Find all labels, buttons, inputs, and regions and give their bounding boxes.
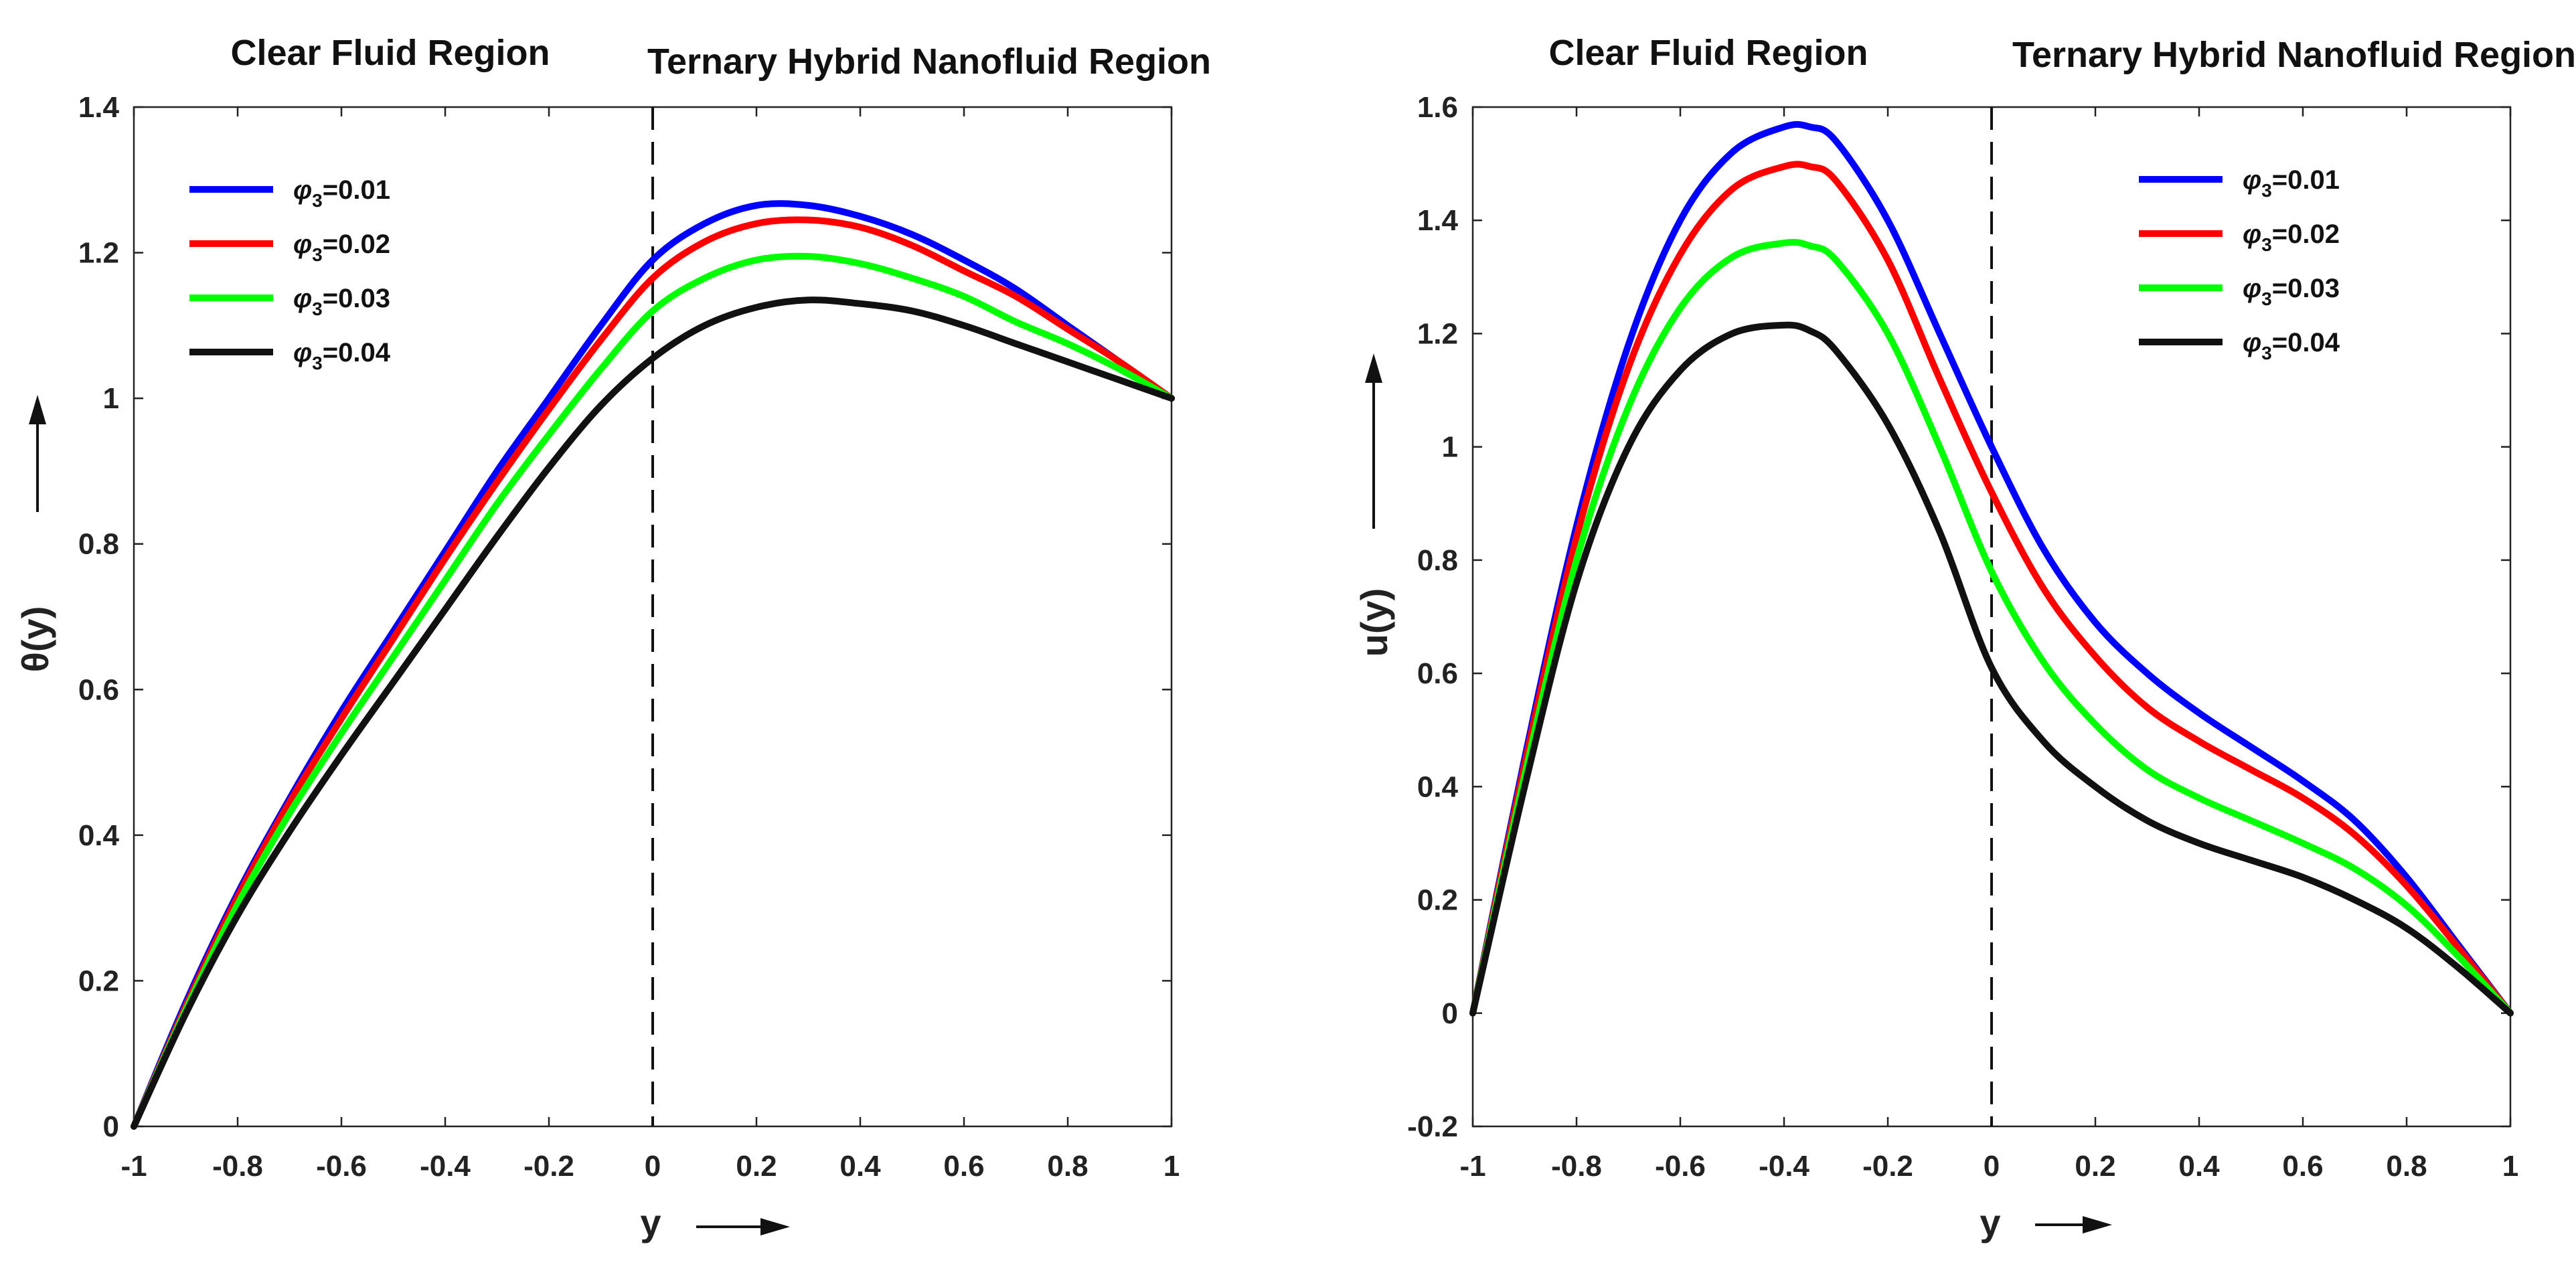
legend-label: φ3=0.01 [2243, 165, 2340, 201]
y-tick-label: 1 [103, 382, 119, 415]
y-axis-arrowhead [1365, 353, 1382, 383]
legend-label: φ3=0.03 [2243, 274, 2340, 309]
x-tick-label: -0.2 [1862, 1150, 1913, 1183]
y-axis-arrowhead [29, 395, 46, 424]
x-tick-label: -0.6 [1655, 1150, 1706, 1183]
x-tick-label: 0.4 [2178, 1150, 2220, 1183]
velocity-chart: Clear Fluid Region Ternary Hybrid Nanofl… [1353, 33, 2576, 1244]
x-tick-label: 0.6 [2282, 1150, 2323, 1183]
y-tick-label: 1.4 [78, 91, 120, 124]
y-tick-label: 0.4 [78, 819, 120, 852]
nanofluid-region-label: Ternary Hybrid Nanofluid Region [647, 41, 1211, 82]
series-line-3 [131, 252, 1175, 1130]
series-line-2 [1469, 161, 2514, 1017]
nanofluid-region-label: Ternary Hybrid Nanofluid Region [2012, 35, 2576, 75]
x-tick-label: 0.8 [1047, 1150, 1088, 1183]
y-tick-label: 1.4 [1417, 204, 1459, 237]
x-tick-label: 0 [645, 1150, 661, 1183]
clear-fluid-region-label: Clear Fluid Region [1548, 33, 1868, 73]
legend-label: φ3=0.01 [293, 175, 390, 211]
x-tick-label: -0.6 [316, 1150, 367, 1183]
legend-label: φ3=0.04 [293, 338, 391, 373]
series-line-4 [1469, 321, 2514, 1017]
y-tick-label: 1.2 [1417, 317, 1458, 350]
legend-label: φ3=0.04 [2243, 328, 2340, 363]
x-tick-label: 1 [1163, 1150, 1180, 1183]
y-axis-label: θ(y) [14, 606, 56, 673]
x-tick-label: -0.2 [524, 1150, 574, 1183]
x-axis-arrowhead [2083, 1216, 2112, 1233]
x-tick-label: -0.4 [420, 1150, 471, 1183]
x-axis-label: y [1980, 1201, 2000, 1244]
x-tick-label: -0.8 [1551, 1150, 1602, 1183]
x-axis-arrowhead [760, 1218, 790, 1235]
legend-label: φ3=0.02 [293, 230, 390, 265]
clear-fluid-region-label: Clear Fluid Region [230, 33, 550, 73]
legend-label: φ3=0.02 [2243, 220, 2340, 255]
series-line-3 [1469, 238, 2514, 1017]
x-tick-label: 0 [1984, 1150, 2000, 1183]
y-tick-label: 0.8 [1417, 544, 1458, 577]
x-tick-label: 0.6 [943, 1150, 984, 1183]
y-tick-label: -0.2 [1407, 1110, 1458, 1143]
series-line-2 [131, 216, 1175, 1130]
x-tick-label: 0.8 [2386, 1150, 2427, 1183]
x-tick-label: 0.2 [736, 1150, 777, 1183]
x-tick-label: -0.8 [212, 1150, 263, 1183]
x-tick-label: -1 [120, 1150, 147, 1183]
y-tick-label: 0.4 [1417, 770, 1459, 803]
y-tick-label: 0.2 [78, 964, 119, 997]
y-tick-label: 0.8 [78, 528, 119, 561]
y-tick-label: 0.2 [1417, 884, 1458, 917]
y-tick-label: 1 [1442, 431, 1458, 464]
x-tick-label: 0.4 [839, 1150, 881, 1183]
series-line-4 [131, 296, 1175, 1130]
x-tick-label: 1 [2502, 1150, 2518, 1183]
series-line-1 [1469, 120, 2514, 1017]
x-tick-label: -0.4 [1759, 1150, 1809, 1183]
y-tick-label: 1.6 [1417, 91, 1458, 124]
y-axis-label: u(y) [1353, 588, 1395, 657]
x-axis-label: y [640, 1201, 661, 1244]
y-tick-label: 1.2 [78, 237, 119, 270]
legend-label: φ3=0.03 [293, 284, 390, 319]
theta-chart: Clear Fluid Region Ternary Hybrid Nanofl… [14, 33, 1211, 1244]
y-tick-label: 0 [1442, 997, 1458, 1030]
y-tick-label: 0.6 [78, 673, 119, 706]
x-tick-label: -1 [1459, 1150, 1485, 1183]
y-tick-label: 0 [103, 1110, 119, 1143]
y-tick-label: 0.6 [1417, 657, 1458, 690]
x-tick-label: 0.2 [2075, 1150, 2115, 1183]
